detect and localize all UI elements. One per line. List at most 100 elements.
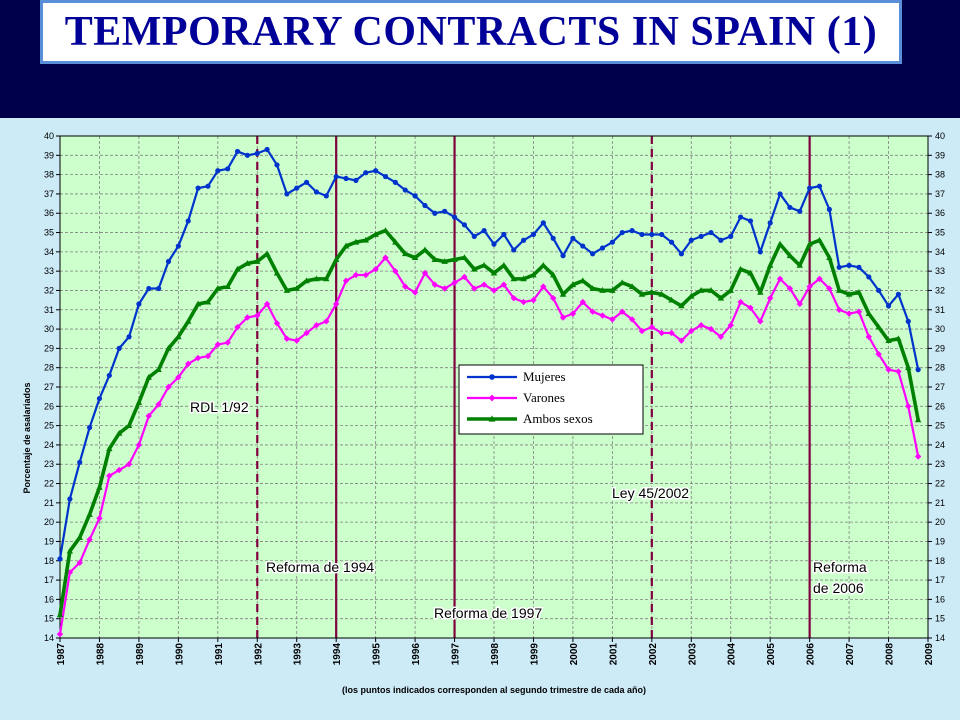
data-point — [185, 317, 192, 324]
data-point — [363, 170, 369, 176]
data-point — [639, 231, 645, 238]
data-point — [106, 472, 113, 480]
data-point — [411, 254, 419, 261]
y-tick-label-left: 29 — [44, 343, 54, 353]
data-point — [372, 266, 379, 273]
data-point — [580, 243, 586, 249]
data-point — [204, 298, 212, 305]
data-point — [481, 228, 487, 234]
data-point — [155, 401, 162, 408]
data-point — [718, 237, 724, 243]
x-axis-title: (los puntos indicados corresponden al se… — [342, 685, 646, 695]
data-point — [244, 260, 251, 266]
y-tick-label-left: 14 — [44, 633, 54, 643]
data-point — [382, 254, 389, 261]
data-point — [115, 466, 123, 474]
data-point — [777, 191, 783, 197]
data-point — [836, 287, 843, 293]
page-title: TEMPORARY CONTRACTS IN SPAIN (1) — [64, 9, 878, 55]
y-tick-label-right: 35 — [935, 228, 945, 238]
data-point — [668, 329, 675, 337]
series-line — [58, 228, 920, 616]
data-point — [540, 283, 547, 290]
data-point — [707, 287, 715, 293]
data-point — [649, 231, 655, 238]
data-point — [747, 304, 754, 312]
x-tick-label: 1991 — [214, 643, 225, 666]
data-point — [66, 547, 74, 554]
data-point — [461, 273, 468, 281]
y-tick-label-right: 18 — [935, 556, 945, 566]
data-point — [549, 271, 557, 278]
data-point — [905, 318, 911, 324]
data-point — [776, 275, 784, 283]
x-tick-label: 1992 — [253, 643, 264, 666]
y-tick-label-right: 21 — [935, 498, 945, 508]
data-point — [668, 296, 675, 303]
data-point — [155, 366, 162, 373]
data-point — [560, 253, 566, 259]
data-point — [352, 271, 360, 279]
data-point — [845, 290, 853, 297]
y-tick-label-left: 31 — [44, 305, 54, 315]
data-point — [619, 308, 626, 315]
data-point — [392, 179, 398, 185]
data-point — [274, 162, 280, 168]
y-tick-label-right: 22 — [935, 479, 945, 489]
data-point — [175, 243, 181, 249]
reform-lines — [256, 136, 811, 638]
data-point — [125, 422, 133, 429]
data-point — [549, 294, 557, 302]
data-point — [530, 296, 537, 304]
legend-marker — [488, 394, 496, 402]
y-tick-label-right: 25 — [935, 421, 945, 431]
x-tick-label: 2007 — [845, 643, 856, 666]
legend-label: Mujeres — [523, 369, 566, 384]
y-tick-label-left: 35 — [44, 228, 54, 238]
data-point — [747, 218, 754, 224]
series — [56, 146, 922, 638]
data-point — [234, 265, 241, 272]
legend-label: Varones — [523, 390, 565, 405]
data-point — [708, 229, 714, 236]
x-tick-label: 2008 — [885, 643, 896, 666]
data-point — [432, 210, 438, 216]
x-tick-label: 1989 — [135, 643, 146, 666]
x-tick-label: 2000 — [569, 643, 580, 666]
data-point — [697, 287, 705, 293]
data-point — [846, 262, 852, 268]
annotation-ref2006b: de 2006 — [813, 580, 864, 596]
data-point — [126, 334, 132, 340]
data-point — [372, 231, 379, 237]
y-tick-label-left: 27 — [44, 382, 54, 392]
data-point — [422, 202, 428, 209]
data-point — [628, 316, 636, 323]
data-point — [451, 279, 458, 286]
data-point — [214, 285, 222, 291]
data-point — [737, 298, 744, 306]
data-point — [77, 459, 83, 465]
data-point — [441, 285, 448, 292]
legend-item: Mujeres — [467, 369, 566, 384]
data-point — [412, 193, 418, 199]
data-point — [855, 308, 863, 315]
x-tick-label: 1999 — [529, 643, 540, 666]
annotations: RDL 1/92 Reforma de 1994 Reforma de 1997 Le… — [189, 398, 869, 623]
data-point — [115, 429, 123, 436]
data-point — [786, 285, 794, 292]
header-band: TEMPORARY CONTRACTS IN SPAIN (1) — [0, 0, 960, 118]
data-point — [599, 287, 606, 293]
series-mujeres — [57, 146, 921, 562]
data-point — [885, 337, 892, 344]
data-point — [727, 322, 734, 329]
x-tick-label: 1998 — [490, 643, 501, 666]
data-point — [136, 301, 142, 307]
y-tick-label-left: 40 — [44, 131, 54, 141]
data-point — [273, 320, 281, 327]
y-tick-label-right: 39 — [935, 150, 945, 160]
data-point — [589, 285, 596, 291]
data-point — [520, 275, 527, 282]
data-point — [876, 287, 882, 294]
data-point — [559, 314, 567, 321]
data-point — [451, 256, 458, 262]
